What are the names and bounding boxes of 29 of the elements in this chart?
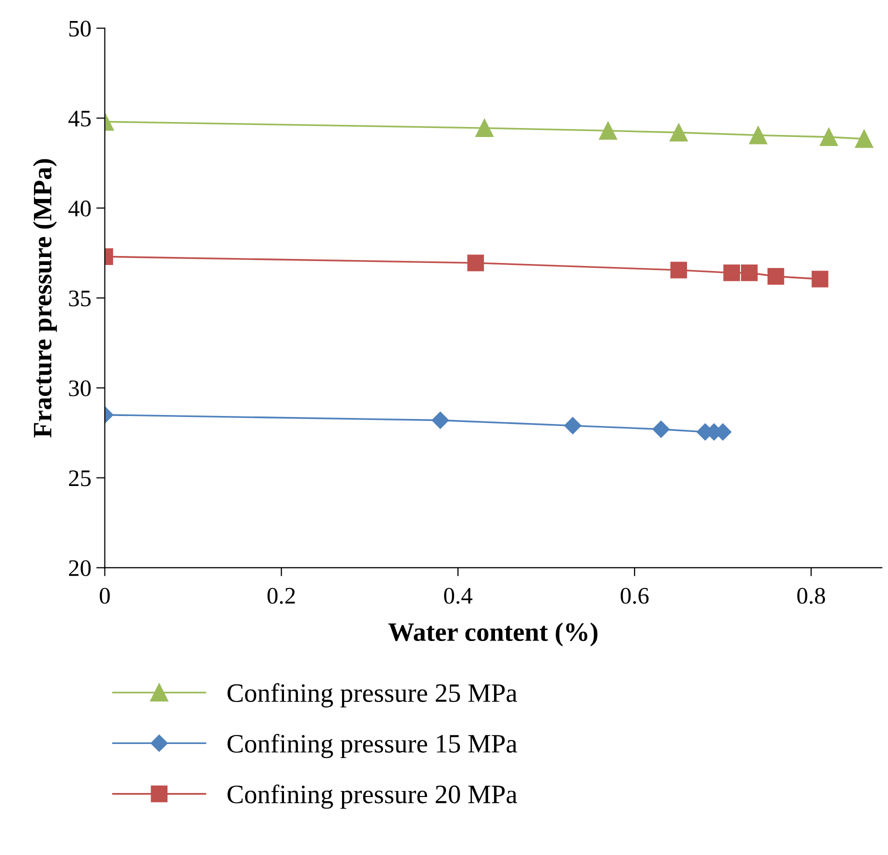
x-tick-label: 0.8 [797, 588, 826, 604]
point [564, 417, 582, 434]
y-tick-label: 30 [69, 380, 91, 396]
x-tick-label: 0.6 [620, 588, 649, 604]
point [599, 122, 618, 140]
legend-label: Confining pressure 15 MPa [228, 734, 518, 758]
y-tick-label: 40 [68, 200, 91, 216]
x-tick-label: 0.2 [268, 588, 295, 604]
legend-label: Confining pressure 20 MPa [228, 784, 518, 809]
point [670, 123, 688, 142]
x-axis-title: Water content (%) [388, 622, 598, 646]
point [855, 130, 874, 148]
x-tick-label: 0 [100, 588, 110, 604]
point [670, 262, 688, 278]
y-tick-label: 35 [69, 290, 91, 306]
y-tick-label: 20 [69, 560, 91, 576]
point [749, 126, 768, 144]
point [812, 270, 828, 288]
y-tick-label: 45 [68, 110, 91, 127]
y-tick-label: 25 [69, 470, 91, 486]
point [820, 128, 838, 146]
y-axis-title: Fracture pressure (MPa) [32, 159, 57, 438]
legend-label: Confining pressure 25 MPa [228, 683, 518, 708]
x-tick-label: 0.4 [444, 588, 472, 604]
point [741, 264, 758, 282]
y-tick-label: 50 [69, 20, 91, 37]
point [723, 264, 740, 282]
point [767, 268, 784, 285]
point [652, 420, 670, 438]
